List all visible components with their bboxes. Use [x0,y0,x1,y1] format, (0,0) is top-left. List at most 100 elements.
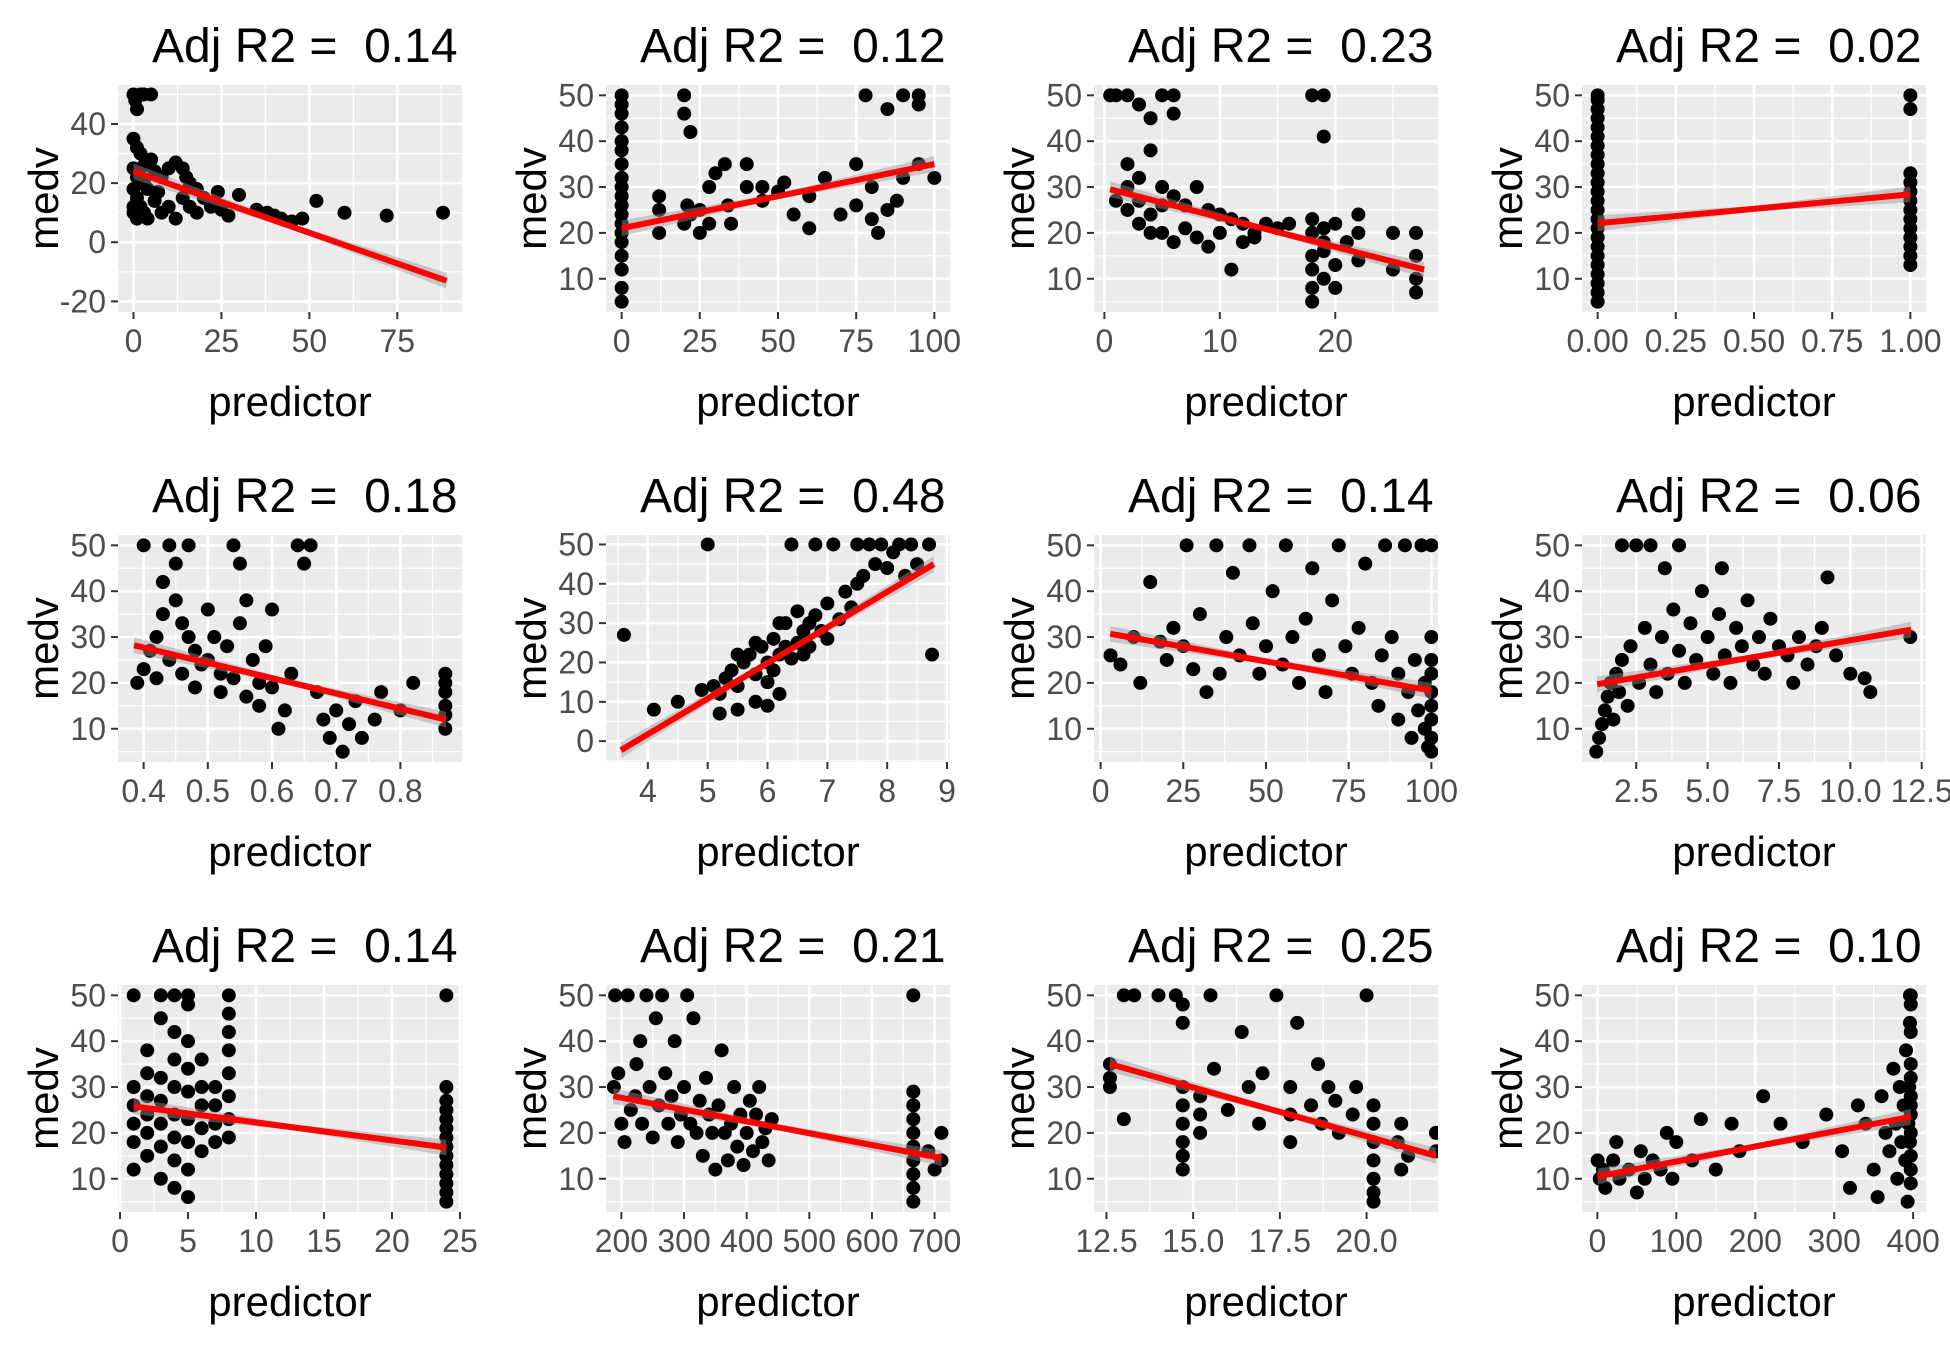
data-point [153,1171,168,1186]
x-tick-label: 0.50 [1723,323,1785,359]
x-axis-label: predictor [1184,1278,1347,1325]
data-point [1665,1171,1680,1186]
data-point [1708,1162,1723,1177]
data-point [379,208,394,223]
data-point [1224,262,1239,277]
data-point [297,556,312,571]
data-point [760,698,775,713]
y-tick-label: 50 [558,77,594,113]
x-tick-label: 25 [442,1223,478,1259]
data-point [658,1066,673,1081]
data-point [1311,1057,1326,1072]
data-point [739,157,754,172]
data-point [153,1116,168,1131]
data-point [694,683,709,698]
y-tick-label: 40 [558,1023,594,1059]
data-point [1338,639,1353,654]
fit-line [612,1093,943,1162]
plot-background [1582,535,1926,762]
data-point [1120,202,1135,217]
data-point [167,1025,182,1040]
data-point [727,1080,742,1095]
data-point [1903,1057,1918,1072]
panel-title: Adj R2 = 0.14 [152,20,458,73]
data-point [614,120,629,135]
y-tick-label: 20 [1534,665,1570,701]
data-point [1409,248,1424,263]
data-point [1316,221,1331,236]
data-point [1842,1180,1857,1195]
data-point [1175,997,1190,1012]
data-point [1366,1171,1381,1186]
data-point [335,744,350,759]
fit-line [1597,1113,1912,1180]
data-point [1351,225,1366,240]
data-point [724,216,739,231]
data-point [1358,556,1373,571]
data-point [1857,671,1872,686]
data-point [1724,1116,1739,1131]
data-point [1424,538,1438,553]
data-point [1242,538,1257,553]
data-point [130,675,145,690]
data-point [906,988,921,1003]
data-point [188,680,203,695]
data-point [140,1125,155,1140]
data-point [1371,698,1386,713]
x-tick-label: 0 [613,323,631,359]
data-point [858,88,873,103]
data-point [784,537,799,552]
data-point [808,537,823,552]
data-point [1259,639,1273,654]
data-point [189,205,204,220]
x-tick-label: 400 [720,1223,773,1259]
data-point [1620,698,1635,713]
y-tick-label: 20 [1046,1115,1082,1151]
data-point [1143,575,1158,590]
data-point [784,651,799,666]
y-tick-label: 40 [70,106,106,142]
data-point [181,538,196,553]
x-tick-label: 20 [1317,323,1353,359]
x-tick-label: 300 [1808,1223,1861,1259]
x-tick-label: 400 [1886,1223,1939,1259]
panel-title: Adj R2 = 0.10 [1616,920,1922,973]
data-point [194,1098,209,1113]
data-point [342,717,357,732]
data-point [889,193,904,208]
fit-line [621,161,935,232]
x-axis-label: predictor [208,1278,371,1325]
data-point [1863,685,1878,700]
data-point [1151,988,1166,1003]
y-tick-label: 50 [1534,977,1570,1013]
y-tick-label: 40 [1046,573,1082,609]
y-tick-label: 40 [558,566,594,602]
data-point [1800,657,1815,672]
data-point [155,607,170,622]
data-point [1189,180,1204,195]
data-point [1305,561,1320,576]
data-point [1102,1080,1117,1095]
data-point [1120,157,1135,172]
panel-title: Adj R2 = 0.14 [152,920,458,973]
fit-line [133,1103,447,1151]
data-point [802,221,817,236]
data-point [439,1093,454,1108]
data-point [1409,271,1424,286]
data-point [755,1135,770,1150]
data-point [1786,675,1801,690]
data-point [295,211,310,226]
data-point [1316,129,1331,144]
data-point [1305,294,1320,309]
data-point [1391,712,1406,727]
y-tick-label: 10 [1534,261,1570,297]
data-point [864,212,879,227]
data-point [438,698,453,713]
data-point [1328,216,1343,231]
x-tick-label: 0.8 [378,773,422,809]
data-point [1903,1089,1918,1104]
panel-title: Adj R2 = 0.21 [640,920,946,973]
x-tick-label: 7 [818,773,836,809]
